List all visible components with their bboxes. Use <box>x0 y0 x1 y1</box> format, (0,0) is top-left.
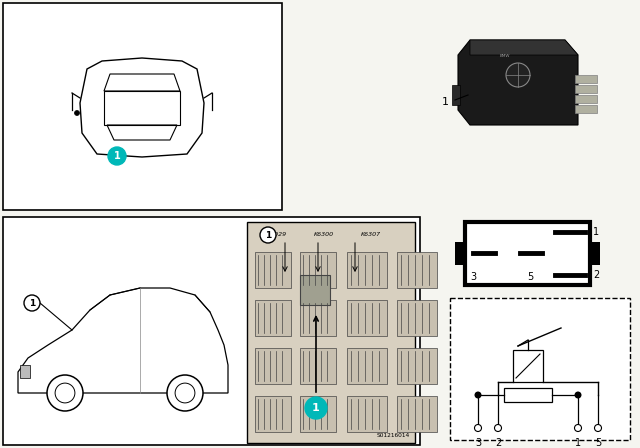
Circle shape <box>108 147 126 165</box>
Circle shape <box>575 392 582 399</box>
Bar <box>255 300 291 336</box>
Circle shape <box>575 425 582 431</box>
Bar <box>397 252 437 288</box>
Bar <box>300 396 336 432</box>
Bar <box>255 252 291 288</box>
Bar <box>397 300 437 336</box>
Circle shape <box>167 375 203 411</box>
Bar <box>455 242 465 265</box>
Text: 2: 2 <box>593 270 599 280</box>
Bar <box>465 222 590 285</box>
Text: 1: 1 <box>114 151 120 161</box>
Text: 5: 5 <box>527 272 533 282</box>
Bar <box>504 388 552 402</box>
Text: K6300: K6300 <box>314 232 334 237</box>
Text: 3: 3 <box>470 272 476 282</box>
Bar <box>590 242 600 265</box>
Bar <box>575 75 597 83</box>
Text: BMW: BMW <box>500 54 510 58</box>
Bar <box>300 348 336 384</box>
Bar <box>347 252 387 288</box>
Bar <box>300 252 336 288</box>
Circle shape <box>74 111 79 116</box>
Text: 1: 1 <box>312 403 320 413</box>
Text: 5: 5 <box>595 438 601 448</box>
Text: 3: 3 <box>475 438 481 448</box>
Bar <box>452 85 460 105</box>
Circle shape <box>474 425 481 431</box>
Polygon shape <box>458 40 578 125</box>
Circle shape <box>47 375 83 411</box>
Bar <box>513 350 543 382</box>
Bar <box>450 298 630 440</box>
Text: 1: 1 <box>593 227 599 237</box>
Bar <box>255 396 291 432</box>
Circle shape <box>24 295 40 311</box>
Text: S01216014: S01216014 <box>377 433 410 438</box>
Text: 2: 2 <box>495 438 501 448</box>
Bar <box>300 275 330 305</box>
Bar <box>347 396 387 432</box>
Circle shape <box>595 425 602 431</box>
Text: 1: 1 <box>442 97 449 107</box>
Bar <box>575 95 597 103</box>
Circle shape <box>260 227 276 243</box>
Circle shape <box>474 392 481 399</box>
Circle shape <box>175 383 195 403</box>
Bar <box>347 348 387 384</box>
Bar <box>255 348 291 384</box>
Text: K5029: K5029 <box>267 232 287 237</box>
Circle shape <box>495 425 502 431</box>
Bar <box>347 300 387 336</box>
Bar <box>247 222 415 443</box>
Circle shape <box>305 397 327 419</box>
Bar <box>3 217 420 445</box>
Text: 1: 1 <box>265 231 271 240</box>
Circle shape <box>506 63 530 87</box>
Bar <box>397 348 437 384</box>
Bar <box>575 85 597 93</box>
Circle shape <box>55 383 75 403</box>
Polygon shape <box>470 40 578 55</box>
Text: 1: 1 <box>29 298 35 307</box>
Text: 1: 1 <box>575 438 581 448</box>
Bar <box>300 300 336 336</box>
Bar <box>20 365 30 378</box>
Text: K6307: K6307 <box>361 232 381 237</box>
Bar <box>575 105 597 113</box>
Bar <box>397 396 437 432</box>
Bar <box>3 3 282 210</box>
